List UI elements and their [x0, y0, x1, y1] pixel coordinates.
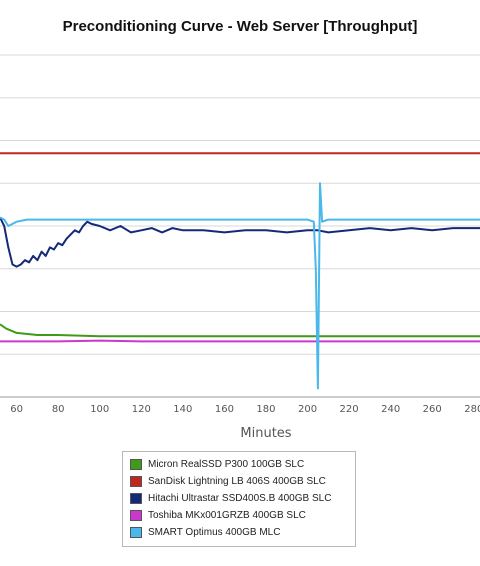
legend-swatch: [130, 526, 142, 538]
legend-swatch: [130, 509, 142, 521]
legend-item: SMART Optimus 400GB MLC: [130, 525, 280, 539]
series-line-3: [0, 216, 480, 268]
x-tick-label: 220: [340, 404, 359, 415]
x-tick-label: 80: [52, 404, 65, 415]
x-tick-label: 280: [464, 404, 480, 415]
x-tick-labels: 60 80 100 120 140 160 180 200 220 240 260 280: [10, 404, 480, 415]
x-tick-label: 160: [215, 404, 234, 415]
series-line-1: [0, 323, 480, 338]
x-tick-label: 240: [381, 404, 400, 415]
legend-swatch: [130, 475, 142, 487]
series-line-5: [0, 182, 480, 390]
x-tick-label: 200: [298, 404, 317, 415]
x-axis-label: Minutes: [240, 426, 291, 441]
x-tick-label: 260: [423, 404, 442, 415]
legend-label: SMART Optimus 400GB MLC: [148, 526, 281, 538]
x-tick-label: 100: [90, 404, 109, 415]
legend-swatch: [130, 458, 142, 470]
x-tick-label: 60: [10, 404, 23, 415]
legend-item: Hitachi Ultrastar SSD400S.B 400GB SLC: [130, 491, 331, 505]
x-tick-label: 120: [132, 404, 151, 415]
legend-label: Toshiba MKx001GRZB 400GB SLC: [148, 509, 306, 521]
legend-item: Toshiba MKx001GRZB 400GB SLC: [130, 508, 306, 522]
x-tick-label: 140: [173, 404, 192, 415]
legend-item: Micron RealSSD P300 100GB SLC: [130, 457, 304, 471]
legend-item: SanDisk Lightning LB 406S 400GB SLC: [130, 474, 326, 488]
legend-label: Micron RealSSD P300 100GB SLC: [148, 458, 305, 470]
legend-label: SanDisk Lightning LB 406S 400GB SLC: [148, 475, 326, 487]
x-tick-label: 180: [256, 404, 275, 415]
chart-title: Preconditioning Curve - Web Server [Thro…: [62, 18, 418, 35]
legend-label: Hitachi Ultrastar SSD400S.B 400GB SLC: [148, 492, 332, 504]
series-lines: [0, 152, 480, 390]
legend: Micron RealSSD P300 100GB SLC SanDisk Lig…: [122, 451, 356, 547]
grid-lines: [0, 54, 480, 398]
series-line-4: [0, 339, 480, 343]
legend-swatch: [130, 492, 142, 504]
